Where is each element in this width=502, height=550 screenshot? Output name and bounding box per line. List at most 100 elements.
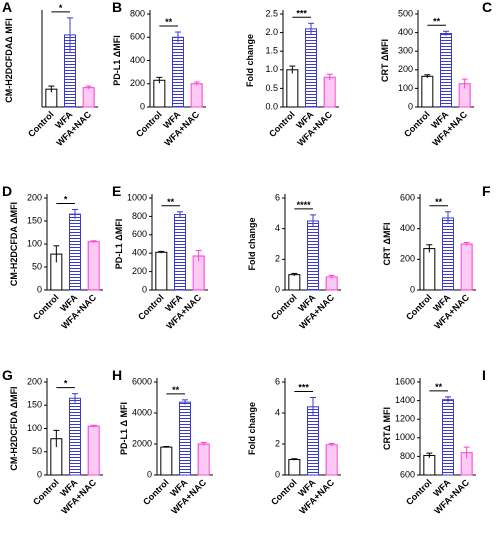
bar: [155, 251, 168, 291]
y-tick-label: 200: [132, 266, 147, 276]
y-tick-label: 100: [27, 238, 42, 248]
y-tick-label: 1000: [127, 192, 147, 202]
significance-label: *: [59, 3, 63, 13]
bar: [323, 76, 336, 108]
y-tick-label: 500: [398, 8, 413, 18]
significance-label: **: [435, 382, 443, 392]
bar: [460, 243, 473, 291]
y-tick-label: 0: [275, 469, 280, 479]
panel-letter: C: [482, 0, 492, 15]
x-tick-label: Control: [134, 109, 164, 139]
bar: [421, 75, 434, 108]
y-tick-label: 800: [400, 451, 415, 461]
panel-letter: B: [112, 0, 122, 15]
y-tick-label: 100: [27, 423, 42, 433]
y-tick-label: 1400: [395, 395, 415, 405]
x-tick-label: Control: [136, 292, 166, 322]
panel-letter: F: [482, 183, 491, 199]
significance-label: **: [167, 197, 175, 207]
y-tick-label: 2: [275, 254, 280, 264]
x-tick-label: Control: [141, 477, 171, 507]
x-tick-label: Control: [269, 292, 299, 322]
bar: [288, 274, 301, 291]
significance-label: **: [435, 197, 443, 207]
bar: [423, 248, 436, 291]
y-axis-label: CRTΔ MFI: [382, 407, 392, 450]
y-tick-label: 2: [275, 438, 280, 448]
significance-label: ****: [297, 200, 312, 210]
y-tick-label: 0: [142, 284, 147, 294]
x-tick-label: Control: [31, 477, 61, 507]
bar: [174, 214, 186, 291]
y-tick-label: 400: [398, 27, 413, 37]
y-tick-label: 600: [400, 192, 415, 202]
significance-label: *: [64, 379, 68, 389]
y-tick-label: 1000: [395, 432, 415, 442]
bar: [87, 425, 100, 476]
significance-label: ***: [296, 8, 307, 18]
bar: [307, 406, 319, 476]
x-tick-label: Control: [26, 109, 56, 139]
y-tick-label: 50: [32, 446, 42, 456]
y-tick-label: 2.5: [265, 8, 278, 18]
bar: [82, 87, 95, 108]
y-tick-label: 6: [275, 376, 280, 386]
y-tick-label: 300: [398, 46, 413, 56]
bar: [153, 79, 166, 108]
y-axis-label: CRT ΔMFI: [382, 223, 392, 266]
bar: [307, 220, 319, 291]
bar: [69, 397, 81, 476]
y-tick-label: 800: [130, 8, 145, 18]
y-tick-label: 200: [400, 254, 415, 264]
y-tick-label: 150: [27, 215, 42, 225]
y-tick-label: 0: [147, 469, 152, 479]
bar: [69, 213, 81, 291]
bar: [286, 69, 299, 108]
y-tick-label: 400: [132, 248, 147, 258]
y-tick-label: 0: [410, 284, 415, 294]
y-tick-label: 6: [275, 192, 280, 202]
y-tick-label: 200: [27, 192, 42, 202]
bar: [87, 241, 100, 291]
bar: [440, 33, 452, 108]
y-tick-label: 1200: [395, 414, 415, 424]
y-tick-label: 0.5: [265, 83, 278, 93]
significance-label: **: [433, 16, 441, 26]
y-tick-label: 600: [132, 229, 147, 239]
y-tick-label: 4: [275, 407, 280, 417]
y-tick-label: 0: [275, 284, 280, 294]
y-axis-label: CRT ΔMFI: [380, 39, 390, 82]
bar: [288, 459, 301, 476]
x-tick-label: Control: [402, 109, 432, 139]
panel-letter: A: [2, 0, 12, 15]
panel-letter: I: [482, 367, 486, 383]
panel-letter: E: [112, 183, 121, 199]
y-tick-label: 50: [32, 261, 42, 271]
bar: [172, 36, 184, 108]
y-tick-label: 4: [275, 223, 280, 233]
y-tick-label: 200: [27, 376, 42, 386]
y-tick-label: 2.0: [265, 27, 278, 37]
y-tick-label: 150: [27, 400, 42, 410]
x-tick-label: Control: [404, 477, 434, 507]
y-axis-label: PD-L1 ΔMFI: [112, 35, 122, 85]
y-tick-label: 2000: [132, 438, 152, 448]
panel-letter: D: [2, 183, 12, 199]
y-tick-label: 0: [37, 469, 42, 479]
y-tick-label: 1600: [395, 376, 415, 386]
y-tick-label: 0.0: [265, 101, 278, 111]
y-tick-label: 400: [130, 55, 145, 65]
y-tick-label: 400: [400, 223, 415, 233]
y-axis-label: Fold change: [247, 402, 257, 455]
bar: [190, 83, 203, 108]
bar: [305, 28, 317, 108]
panel-letter: G: [2, 367, 13, 383]
significance-label: **: [165, 17, 173, 27]
x-tick-label: Control: [269, 477, 299, 507]
y-tick-label: 0: [408, 101, 413, 111]
bar: [197, 443, 210, 476]
bar: [442, 217, 454, 291]
bar: [442, 399, 454, 476]
bar: [160, 446, 173, 476]
